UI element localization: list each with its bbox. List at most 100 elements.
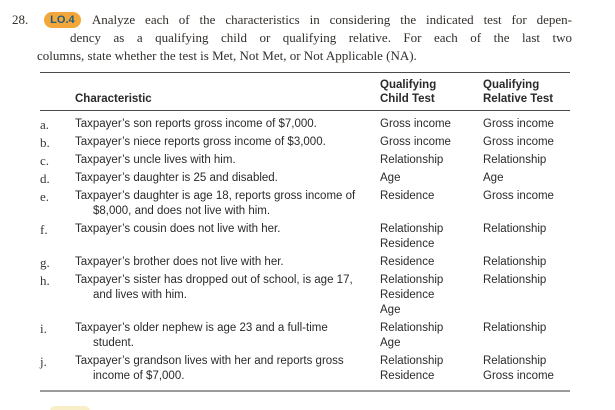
relative-line: Relationship [483, 322, 547, 334]
cell-qualifying-relative-test: Gross income [483, 189, 570, 219]
child-line: Residence [380, 289, 435, 301]
relative-line: Gross income [483, 118, 554, 130]
cell-characteristic: Taxpayer’s daughter is age 18, reports g… [75, 189, 380, 219]
header-qualifying-child-test: Qualifying Child Test [380, 79, 437, 105]
row-letter: g. [40, 255, 50, 270]
cell-characteristic: Taxpayer’s older nephew is age 23 and a … [75, 321, 380, 351]
child-line: Relationship [380, 274, 444, 286]
problem-28: 28. LO.4 Analyze each of the characteris… [12, 11, 572, 65]
cell-qualifying-child-test: Relationship Residence [380, 354, 483, 384]
child-line: Residence [380, 238, 435, 250]
cell-characteristic: Taxpayer’s cousin does not live with her… [75, 222, 380, 252]
table-row: c. Taxpayer’s uncle lives with him. Rela… [40, 153, 570, 168]
relative-line: Age [483, 172, 504, 184]
characteristic-line: Taxpayer’s sister has dropped out of sch… [75, 274, 353, 286]
cell-qualifying-relative-test: Gross income [483, 135, 570, 150]
problem-number: 28. [12, 12, 29, 27]
cell-characteristic: Taxpayer’s sister has dropped out of sch… [75, 273, 380, 318]
table-row: h. Taxpayer’s sister has dropped out of … [40, 273, 570, 318]
row-letter: c. [40, 153, 50, 168]
characteristic-line: Taxpayer’s daughter is 25 and disabled. [75, 172, 278, 184]
next-lo-badge-partial [50, 406, 90, 410]
cell-qualifying-child-test: Relationship Residence Age [380, 273, 483, 318]
cell-characteristic: Taxpayer’s son reports gross income of $… [75, 117, 380, 132]
characteristic-line: Taxpayer’s older nephew is age 23 and a … [75, 322, 328, 334]
cell-characteristic: Taxpayer’s daughter is 25 and disabled. [75, 171, 380, 186]
relative-line: Gross income [483, 190, 554, 202]
table-bottom-rule [40, 390, 570, 392]
characteristic-line: Taxpayer’s brother does not live with he… [75, 256, 284, 268]
row-letter: b. [40, 135, 50, 150]
characteristic-line: Taxpayer’s daughter is age 18, reports g… [75, 190, 356, 202]
child-line: Residence [380, 370, 435, 382]
child-line: Residence [380, 190, 435, 202]
cell-characteristic: Taxpayer’s grandson lives with her and r… [75, 354, 380, 384]
problem-intro-text-1: Analyze each of the characteristics in c… [91, 12, 572, 27]
relative-line: Relationship [483, 154, 547, 166]
cell-qualifying-relative-test: Relationship [483, 222, 570, 252]
cell-qualifying-child-test: Relationship Residence [380, 222, 483, 252]
header-characteristic: Characteristic [75, 92, 152, 105]
relative-line: Relationship [483, 223, 547, 235]
cell-characteristic: Taxpayer’s niece reports gross income of… [75, 135, 380, 150]
characteristic-line: Taxpayer’s niece reports gross income of… [75, 136, 326, 148]
child-line: Age [380, 304, 401, 316]
characteristic-line: Taxpayer’s uncle lives with him. [75, 154, 236, 166]
relative-line: Relationship [483, 274, 547, 286]
row-letter: h. [40, 273, 50, 288]
cell-qualifying-relative-test: Age [483, 171, 570, 186]
table-header-row: Characteristic Qualifying Child Test Qua… [40, 72, 570, 111]
table-row: d. Taxpayer’s daughter is 25 and disable… [40, 171, 570, 186]
header-qualifying-relative-test: Qualifying Relative Test [483, 79, 554, 105]
child-line: Relationship [380, 322, 444, 334]
table-row: j. Taxpayer’s grandson lives with her an… [40, 354, 570, 384]
cell-qualifying-relative-test: Relationship Gross income [483, 354, 570, 384]
cell-qualifying-child-test: Residence [380, 189, 483, 219]
cell-characteristic: Taxpayer’s uncle lives with him. [75, 153, 380, 168]
relative-line: Gross income [483, 136, 554, 148]
characteristic-line: and lives with him. [93, 289, 187, 301]
characteristic-line: Taxpayer’s son reports gross income of $… [75, 118, 317, 130]
lo-badge: LO.4 [44, 12, 81, 28]
table-row: e. Taxpayer’s daughter is age 18, report… [40, 189, 570, 219]
child-line: Gross income [380, 136, 451, 148]
characteristic-line: income of $7,000. [93, 370, 185, 382]
cell-qualifying-relative-test: Gross income [483, 117, 570, 132]
cell-qualifying-child-test: Gross income [380, 135, 483, 150]
table-row: b. Taxpayer’s niece reports gross income… [40, 135, 570, 150]
problem-intro-line-1: 28. LO.4 Analyze each of the characteris… [12, 11, 572, 29]
relative-line: Relationship [483, 355, 547, 367]
cell-qualifying-relative-test: Relationship [483, 255, 570, 270]
child-line: Age [380, 172, 401, 184]
table-row: g. Taxpayer’s brother does not live with… [40, 255, 570, 270]
row-letter: j. [40, 354, 47, 369]
characteristic-line: student. [93, 337, 134, 349]
cell-qualifying-child-test: Gross income [380, 117, 483, 132]
relative-line: Relationship [483, 256, 547, 268]
row-letter: d. [40, 171, 50, 186]
cell-qualifying-child-test: Relationship [380, 153, 483, 168]
cell-qualifying-relative-test: Relationship [483, 273, 570, 318]
child-line: Relationship [380, 223, 444, 235]
table-row: a. Taxpayer’s son reports gross income o… [40, 117, 570, 132]
child-line: Residence [380, 256, 435, 268]
row-letter: e. [40, 189, 50, 204]
cell-qualifying-relative-test: Relationship [483, 321, 570, 351]
problem-intro-line-2: dency as a qualifying child or qualifyin… [70, 30, 572, 45]
characteristic-line: Taxpayer’s cousin does not live with her… [75, 223, 281, 235]
problem-intro-line-3: columns, state whether the test is Met, … [37, 48, 417, 63]
cell-qualifying-child-test: Relationship Age [380, 321, 483, 351]
relative-line: Gross income [483, 370, 554, 382]
dependency-test-table: Characteristic Qualifying Child Test Qua… [40, 72, 570, 392]
cell-qualifying-relative-test: Relationship [483, 153, 570, 168]
cell-characteristic: Taxpayer’s brother does not live with he… [75, 255, 380, 270]
row-letter: a. [40, 117, 50, 132]
child-line: Relationship [380, 355, 444, 367]
row-letter: i. [40, 321, 47, 336]
child-line: Age [380, 337, 401, 349]
table-row: i. Taxpayer’s older nephew is age 23 and… [40, 321, 570, 351]
table-body: a. Taxpayer’s son reports gross income o… [40, 111, 570, 384]
child-line: Gross income [380, 118, 451, 130]
child-line: Relationship [380, 154, 444, 166]
